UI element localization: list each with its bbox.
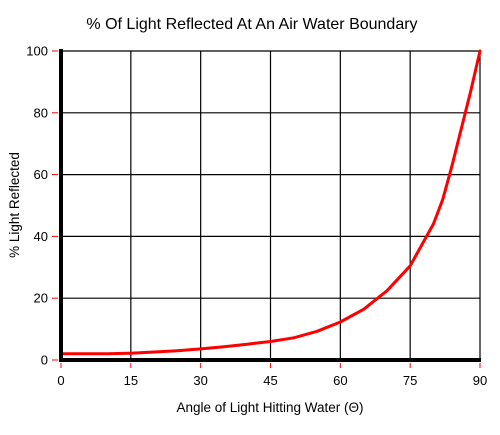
y-axis-label: % Light Reflected — [7, 152, 22, 258]
x-axis-label: Angle of Light Hitting Water (Θ) — [176, 400, 363, 415]
y-tick-label: 0 — [41, 353, 48, 368]
tick-labels: 0 20 40 60 80 100 0 15 30 45 60 75 90 — [26, 44, 487, 389]
x-tick-label: 30 — [193, 373, 207, 388]
y-tick-label: 80 — [34, 105, 48, 120]
x-tick-label: 45 — [263, 373, 277, 388]
grid — [61, 50, 481, 360]
x-tick-label: 0 — [57, 373, 64, 388]
series-line — [59, 49, 482, 356]
x-tick-label: 90 — [473, 373, 487, 388]
series-layer — [59, 49, 482, 356]
axes — [59, 49, 481, 362]
chart-title: % Of Light Reflected At An Air Water Bou… — [86, 16, 417, 33]
x-tick-label: 60 — [333, 373, 347, 388]
y-tick-label: 100 — [26, 44, 48, 59]
x-tick-label: 75 — [403, 373, 417, 388]
x-tick-label: 15 — [124, 373, 138, 388]
y-tick-label: 20 — [34, 291, 48, 306]
y-tick-label: 60 — [34, 167, 48, 182]
y-tick-label: 40 — [34, 229, 48, 244]
